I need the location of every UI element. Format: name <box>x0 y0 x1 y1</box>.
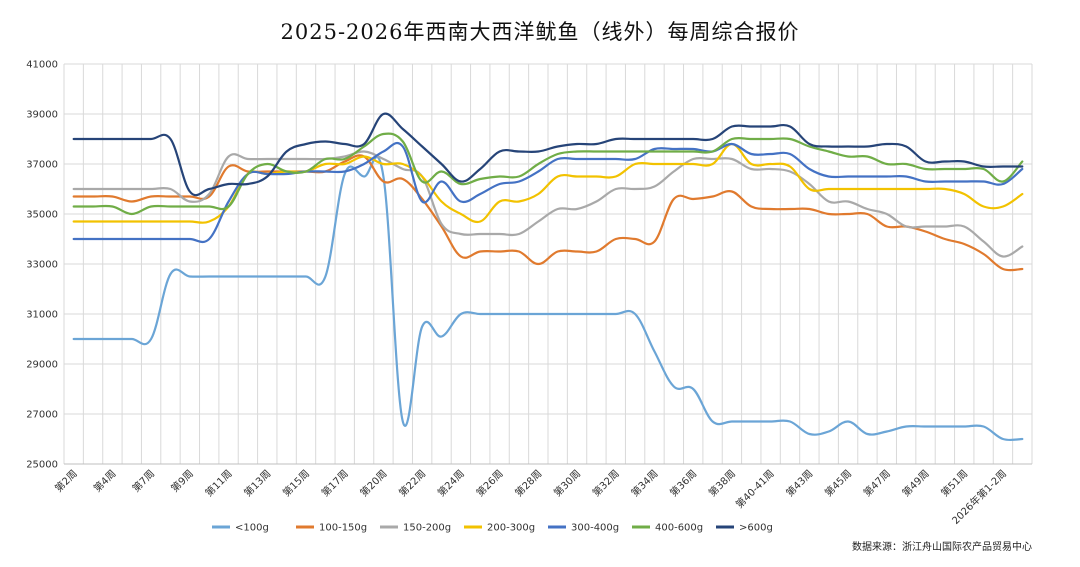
x-tick-label: 第7周 <box>129 467 157 495</box>
y-tick-label: 41000 <box>26 60 58 71</box>
chart-title: 2025-2026年西南大西洋鱿鱼（线外）每周综合报价 <box>280 20 800 44</box>
y-tick-label: 27000 <box>26 410 58 421</box>
x-tick-label: 第13周 <box>241 467 273 499</box>
x-tick-label: 第20周 <box>357 467 389 499</box>
source-note: 数据来源：浙江舟山国际农产品贸易中心 <box>852 542 1032 553</box>
x-tick-label: 第4周 <box>91 467 119 495</box>
x-tick-label: 第2周 <box>52 467 80 495</box>
x-tick-label: 第9周 <box>168 467 196 495</box>
grid-layer <box>63 63 1033 465</box>
x-tick-label: 第34周 <box>628 467 660 499</box>
x-tick-label: 第47周 <box>861 467 893 499</box>
legend-label: >600g <box>739 523 773 534</box>
x-tick-label: 第43周 <box>783 467 815 499</box>
series-line <box>72 112 1024 197</box>
legend-label: 400-600g <box>655 523 703 534</box>
series-line <box>72 141 1024 244</box>
legend-label: <100g <box>235 523 269 534</box>
x-tick-label: 第45周 <box>822 467 854 499</box>
legend: <100g 100-150g 150-200g 200-300g 300-400g 400… <box>212 523 773 534</box>
x-tick-label: 第40-41周 <box>733 467 777 511</box>
x-tick-label: 第11周 <box>202 467 234 499</box>
y-tick-label: 39000 <box>26 110 58 121</box>
x-tick-label: 第15周 <box>280 467 312 499</box>
x-tick-label: 第36周 <box>667 467 699 499</box>
y-tick-label: 33000 <box>26 260 58 271</box>
x-tick-label: 第24周 <box>435 467 467 499</box>
x-tick-label: 第30周 <box>551 467 583 499</box>
y-tick-label: 29000 <box>26 360 58 371</box>
y-tick-label: 31000 <box>26 310 58 321</box>
x-tick-label: 第22周 <box>396 467 428 499</box>
legend-label: 200-300g <box>487 523 535 534</box>
series-line <box>72 156 1024 442</box>
x-tick-label: 第49周 <box>899 467 931 499</box>
x-tick-label: 第17周 <box>319 467 351 499</box>
x-tick-label: 第26周 <box>473 467 505 499</box>
y-tick-label: 35000 <box>26 210 58 221</box>
x-tick-label: 第51周 <box>938 467 970 499</box>
y-tick-label: 37000 <box>26 160 58 171</box>
x-tick-label: 第32周 <box>590 467 622 499</box>
series-line <box>72 154 1024 272</box>
x-tick-label: 第28周 <box>512 467 544 499</box>
legend-label: 100-150g <box>319 523 367 534</box>
legend-label: 300-400g <box>571 523 619 534</box>
series-line <box>72 150 1024 258</box>
x-tick-label: 第38周 <box>706 467 738 499</box>
y-tick-label: 25000 <box>26 460 58 471</box>
series-layer <box>72 112 1024 442</box>
legend-label: 150-200g <box>403 523 451 534</box>
series-line <box>72 132 1024 216</box>
